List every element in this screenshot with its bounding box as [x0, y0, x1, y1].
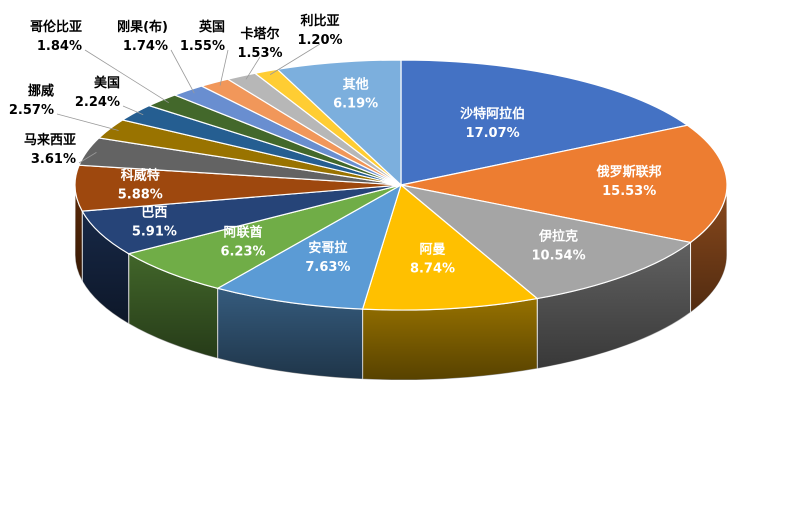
slice-14-leader-line	[219, 49, 229, 86]
slice-16-leader-line	[269, 43, 321, 75]
slice-12-leader-line	[84, 49, 169, 104]
slice-15-leader-line	[245, 56, 261, 80]
slice-11-value-label: 2.24%	[75, 95, 120, 110]
slice-16-value-label: 1.20%	[297, 33, 342, 48]
slice-4-side-shade	[362, 298, 538, 380]
slice-15-name-label: 卡塔尔	[240, 26, 279, 42]
slice-10-name-label: 挪威	[28, 83, 54, 99]
slice-14-name-label: 英国	[198, 19, 225, 35]
slice-8-side-shade	[75, 185, 83, 282]
slice-13-leader-line	[170, 49, 195, 94]
slice-7-top	[81, 184, 402, 255]
slice-11-leader-line	[122, 105, 144, 116]
slice-17-name-label: 其他	[343, 77, 369, 93]
slice-2-value-label: 15.53%	[602, 184, 656, 199]
slice-17-value-label: 6.19%	[333, 97, 378, 112]
slice-9-value-label: 3.61%	[31, 152, 76, 167]
slice-10-leader-line	[56, 113, 119, 131]
slice-5-name-label: 安哥拉	[308, 240, 347, 256]
slice-16-name-label: 利比亚	[300, 13, 339, 29]
slice-4-value-label: 8.74%	[410, 262, 455, 277]
slice-1-top	[400, 59, 689, 186]
slice-9-leader-line	[78, 152, 97, 164]
slice-11-name-label: 美国	[94, 75, 120, 91]
slice-4-top	[361, 183, 539, 311]
slice-3-name-label: 伊拉克	[538, 228, 578, 244]
slice-3-side-shade	[537, 242, 691, 369]
leader-lines	[56, 43, 321, 164]
pie-side-walls	[74, 184, 728, 381]
slice-2-side-shade	[690, 185, 727, 313]
slice-6-top	[127, 184, 402, 289]
slice-7-side-shade	[82, 211, 129, 324]
slice-6-value-label: 6.23%	[220, 245, 265, 260]
slice-1-value-label: 17.07%	[466, 126, 520, 141]
slice-3-top	[400, 184, 692, 300]
slice-2-top	[400, 124, 728, 244]
slice-12-value-label: 1.84%	[37, 39, 82, 54]
slice-labels: 沙特阿拉伯 17.07% 俄罗斯联邦 15.53% 伊拉克 10.54% 阿曼 8.74% 安哥…	[9, 13, 662, 277]
slice-6-side-shade	[128, 253, 218, 359]
slice-5-top	[216, 183, 403, 310]
slice-2-name-label: 俄罗斯联邦	[596, 164, 662, 180]
slice-6-name-label: 阿联酋	[224, 225, 263, 241]
slice-9-name-label: 马来西亚	[24, 132, 76, 148]
slice-5-side-shade	[217, 288, 363, 380]
slice-7-name-label: 巴西	[141, 206, 167, 221]
slice-4-name-label: 阿曼	[419, 243, 445, 258]
slice-15-value-label: 1.53%	[237, 46, 282, 61]
slice-13-name-label: 刚果(布)	[117, 19, 168, 35]
slice-14-value-label: 1.55%	[180, 39, 225, 54]
slice-3-value-label: 10.54%	[531, 248, 585, 263]
slice-5-value-label: 7.63%	[305, 260, 350, 275]
slice-8-top	[74, 164, 402, 212]
slice-8-value-label: 5.88%	[118, 188, 163, 203]
slice-12-name-label: 哥伦比亚	[30, 19, 82, 35]
slice-10-value-label: 2.57%	[9, 103, 54, 118]
slice-13-value-label: 1.74%	[123, 39, 168, 54]
pie-top-slices	[74, 59, 728, 311]
slice-7-value-label: 5.91%	[132, 225, 177, 240]
slice-8-name-label: 科威特	[121, 168, 160, 184]
slice-1-name-label: 沙特阿拉伯	[460, 106, 525, 122]
